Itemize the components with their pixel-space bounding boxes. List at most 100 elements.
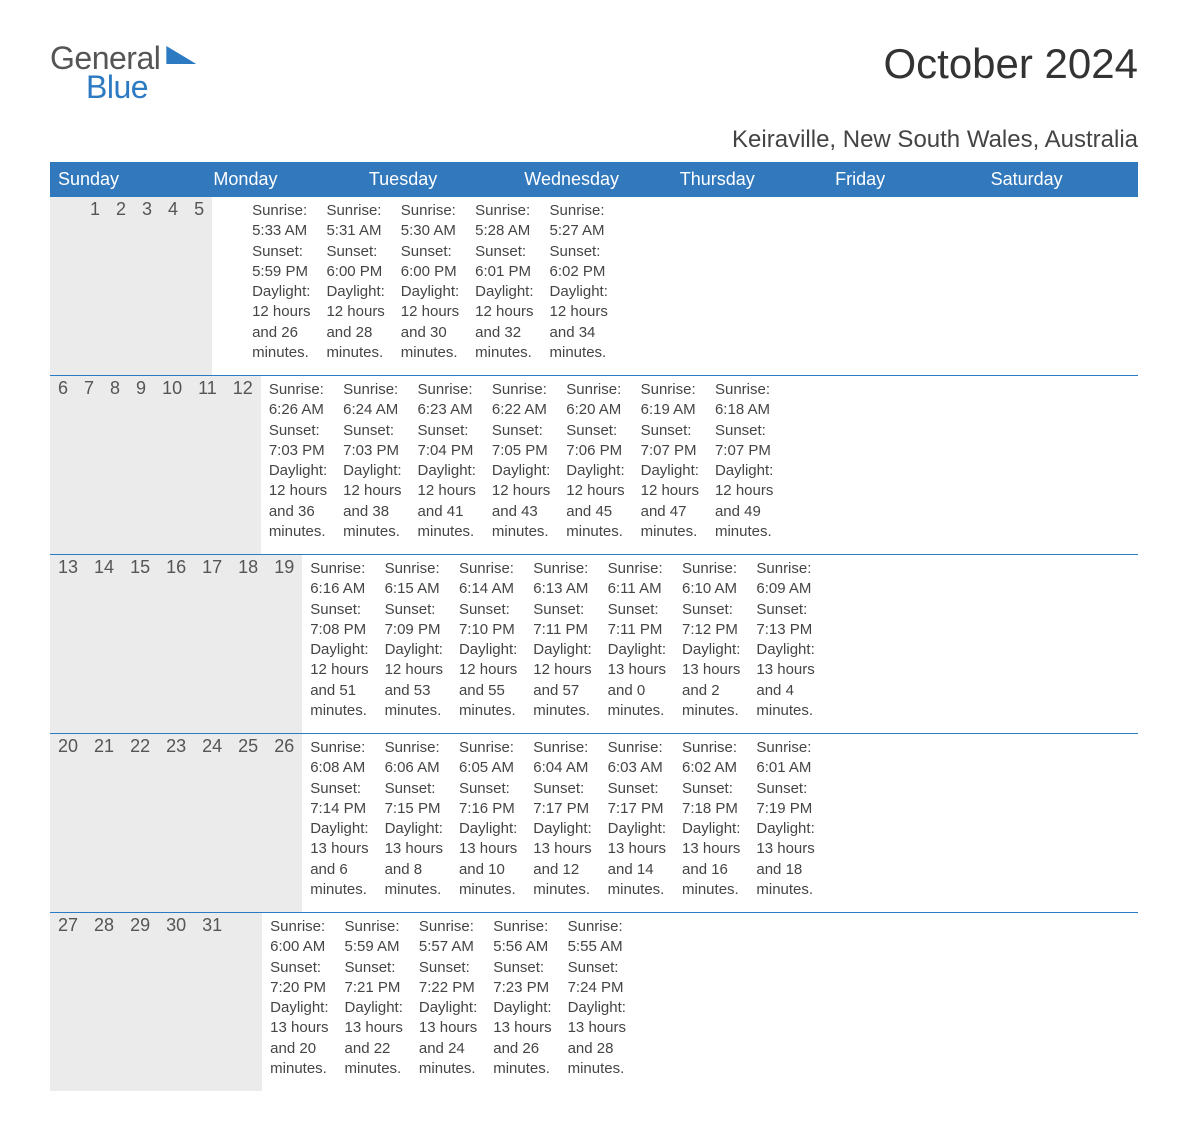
day-number: 27 (50, 913, 86, 1091)
sunset-line: Sunset: 7:17 PM (533, 779, 591, 820)
sunrise-line: Sunrise: 6:00 AM (270, 917, 328, 958)
day-number (230, 913, 246, 1091)
day-number: 5 (186, 197, 212, 375)
sunset-line: Sunset: 7:07 PM (715, 421, 773, 462)
sunrise-line: Sunrise: 6:19 AM (641, 380, 699, 421)
week-body-band: Sunrise: 6:26 AMSunset: 7:03 PMDaylight:… (261, 376, 782, 554)
daylight-line-2: and 55 minutes. (459, 681, 517, 722)
day-cell: Sunrise: 5:59 AMSunset: 7:21 PMDaylight:… (337, 913, 411, 1079)
daylight-line-2: and 45 minutes. (566, 502, 624, 543)
day-number: 28 (86, 913, 122, 1091)
week-row: 2728293031Sunrise: 6:00 AMSunset: 7:20 P… (50, 912, 1138, 1091)
day-number: 9 (128, 376, 154, 554)
daylight-line-2: and 14 minutes. (608, 860, 666, 901)
daylight-line-1: Daylight: 12 hours (492, 461, 550, 502)
daylight-line-2: and 28 minutes. (326, 323, 384, 364)
daylight-line-2: and 28 minutes. (568, 1039, 626, 1080)
day-cell (228, 197, 244, 363)
daylight-line-1: Daylight: 12 hours (269, 461, 327, 502)
daylight-line-2: and 24 minutes. (419, 1039, 477, 1080)
day-cell: Sunrise: 6:03 AMSunset: 7:17 PMDaylight:… (600, 734, 674, 900)
sunset-line: Sunset: 7:19 PM (756, 779, 814, 820)
daylight-line-1: Daylight: 13 hours (533, 819, 591, 860)
daynum-band: 20212223242526 (50, 734, 302, 912)
daylight-line-2: and 4 minutes. (756, 681, 814, 722)
sunrise-line: Sunrise: 6:16 AM (310, 559, 368, 600)
sunset-line: Sunset: 6:00 PM (401, 242, 459, 283)
daylight-line-2: and 16 minutes. (682, 860, 740, 901)
day-cell: Sunrise: 6:09 AMSunset: 7:13 PMDaylight:… (748, 555, 822, 721)
daylight-line-2: and 18 minutes. (756, 860, 814, 901)
daylight-line-1: Daylight: 12 hours (418, 461, 476, 502)
day-number (246, 913, 262, 1091)
sunrise-line: Sunrise: 6:14 AM (459, 559, 517, 600)
sunrise-line: Sunrise: 6:13 AM (533, 559, 591, 600)
day-cell (650, 913, 666, 1079)
weekday-header: Sunday (50, 163, 205, 196)
day-number: 21 (86, 734, 122, 912)
day-number: 15 (122, 555, 158, 733)
day-cell: Sunrise: 5:27 AMSunset: 6:02 PMDaylight:… (542, 197, 616, 363)
week-body-band: Sunrise: 5:33 AMSunset: 5:59 PMDaylight:… (212, 197, 616, 375)
day-number: 30 (158, 913, 194, 1091)
day-cell: Sunrise: 6:15 AMSunset: 7:09 PMDaylight:… (377, 555, 451, 721)
day-number: 26 (266, 734, 302, 912)
sunset-line: Sunset: 6:00 PM (326, 242, 384, 283)
daylight-line-1: Daylight: 12 hours (310, 640, 368, 681)
day-number: 18 (230, 555, 266, 733)
day-number: 12 (225, 376, 261, 554)
sunrise-line: Sunrise: 5:33 AM (252, 201, 310, 242)
week-body-band: Sunrise: 6:16 AMSunset: 7:08 PMDaylight:… (302, 555, 823, 733)
daylight-line-1: Daylight: 13 hours (756, 819, 814, 860)
day-cell: Sunrise: 6:26 AMSunset: 7:03 PMDaylight:… (261, 376, 335, 542)
daylight-line-2: and 22 minutes. (345, 1039, 403, 1080)
daylight-line-1: Daylight: 12 hours (252, 282, 310, 323)
daylight-line-2: and 0 minutes. (608, 681, 666, 722)
daylight-line-2: and 20 minutes. (270, 1039, 328, 1080)
daylight-line-2: and 34 minutes. (550, 323, 608, 364)
daylight-line-2: and 36 minutes. (269, 502, 327, 543)
day-cell: Sunrise: 6:02 AMSunset: 7:18 PMDaylight:… (674, 734, 748, 900)
day-cell: Sunrise: 6:14 AMSunset: 7:10 PMDaylight:… (451, 555, 525, 721)
sunrise-line: Sunrise: 5:31 AM (326, 201, 384, 242)
sunset-line: Sunset: 7:07 PM (641, 421, 699, 462)
weeks-container: 12345Sunrise: 5:33 AMSunset: 5:59 PMDayl… (50, 196, 1138, 1091)
daylight-line-2: and 32 minutes. (475, 323, 533, 364)
sunrise-line: Sunrise: 6:22 AM (492, 380, 550, 421)
day-cell: Sunrise: 5:30 AMSunset: 6:00 PMDaylight:… (393, 197, 467, 363)
sunset-line: Sunset: 7:04 PM (418, 421, 476, 462)
sunset-line: Sunset: 7:15 PM (385, 779, 443, 820)
daylight-line-1: Daylight: 13 hours (608, 640, 666, 681)
sunrise-line: Sunrise: 6:01 AM (756, 738, 814, 779)
sunset-line: Sunset: 7:03 PM (343, 421, 401, 462)
daylight-line-1: Daylight: 13 hours (459, 819, 517, 860)
weekday-header: Thursday (672, 163, 827, 196)
day-number: 24 (194, 734, 230, 912)
weekday-header-row: SundayMondayTuesdayWednesdayThursdayFrid… (50, 163, 1138, 196)
day-cell: Sunrise: 6:20 AMSunset: 7:06 PMDaylight:… (558, 376, 632, 542)
daylight-line-1: Daylight: 13 hours (345, 998, 403, 1039)
weekday-header: Wednesday (516, 163, 671, 196)
flag-icon (166, 46, 196, 64)
sunset-line: Sunset: 7:17 PM (608, 779, 666, 820)
daylight-line-1: Daylight: 12 hours (533, 640, 591, 681)
sunset-line: Sunset: 7:11 PM (533, 600, 591, 641)
sunset-line: Sunset: 7:09 PM (385, 600, 443, 641)
daylight-line-1: Daylight: 13 hours (756, 640, 814, 681)
sunrise-line: Sunrise: 5:56 AM (493, 917, 551, 958)
daylight-line-1: Daylight: 13 hours (419, 998, 477, 1039)
daylight-line-1: Daylight: 12 hours (401, 282, 459, 323)
day-cell: Sunrise: 6:16 AMSunset: 7:08 PMDaylight:… (302, 555, 376, 721)
daylight-line-1: Daylight: 13 hours (385, 819, 443, 860)
sunrise-line: Sunrise: 6:18 AM (715, 380, 773, 421)
daylight-line-2: and 51 minutes. (310, 681, 368, 722)
day-number: 17 (194, 555, 230, 733)
day-number (50, 197, 66, 375)
daylight-line-1: Daylight: 12 hours (475, 282, 533, 323)
day-cell: Sunrise: 6:10 AMSunset: 7:12 PMDaylight:… (674, 555, 748, 721)
sunrise-line: Sunrise: 6:15 AM (385, 559, 443, 600)
daylight-line-1: Daylight: 12 hours (715, 461, 773, 502)
daylight-line-1: Daylight: 12 hours (343, 461, 401, 502)
sunset-line: Sunset: 7:18 PM (682, 779, 740, 820)
day-cell: Sunrise: 6:24 AMSunset: 7:03 PMDaylight:… (335, 376, 409, 542)
